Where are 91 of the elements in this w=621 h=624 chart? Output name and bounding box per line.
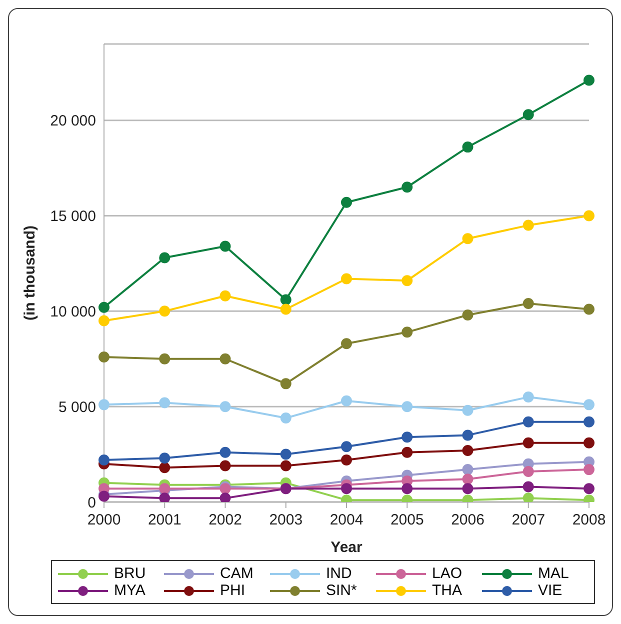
legend-label: PHI (220, 582, 246, 599)
legend-label: BRU (114, 565, 146, 582)
point (220, 353, 231, 364)
legend-label: IND (326, 565, 352, 582)
point (462, 233, 474, 244)
point (341, 273, 352, 284)
y-tick-label: 0 (88, 494, 96, 512)
point (341, 196, 352, 208)
point (584, 74, 594, 86)
point (220, 446, 231, 458)
point (280, 412, 292, 424)
point (159, 306, 170, 317)
x-tick-label: 2003 (269, 512, 303, 529)
point (220, 401, 231, 412)
legend-label: VIE (538, 582, 562, 599)
point (159, 452, 170, 464)
x-tick-label: 2000 (87, 512, 121, 529)
point (522, 416, 534, 428)
point (402, 446, 413, 458)
x-tick-label: 2004 (330, 512, 364, 529)
legend-label: THA (432, 582, 462, 599)
point (98, 399, 110, 410)
point (220, 290, 231, 302)
x-tick-label: 2006 (451, 512, 484, 529)
legend-label: CAM (220, 565, 254, 582)
y-axis-title: (in thousand) (21, 226, 38, 320)
point (220, 492, 231, 502)
point (280, 460, 292, 472)
point (402, 401, 413, 412)
point (159, 462, 170, 474)
x-tick-label: 2008 (572, 512, 606, 529)
point (522, 492, 534, 502)
x-axis-title: Year (330, 539, 363, 556)
point (402, 432, 413, 443)
point (522, 466, 534, 477)
point (280, 448, 292, 460)
point (584, 304, 594, 315)
point (341, 454, 352, 466)
point (402, 275, 413, 286)
point (462, 309, 474, 320)
point (522, 481, 534, 492)
point (98, 315, 110, 326)
point (280, 304, 292, 315)
point (522, 220, 534, 231)
x-tick-label: 2007 (512, 512, 546, 529)
point (159, 353, 170, 364)
y-tick-label: 5 000 (58, 398, 96, 416)
point (98, 302, 110, 313)
point (159, 397, 170, 408)
point (341, 483, 352, 494)
point (584, 399, 594, 410)
point (280, 378, 292, 390)
point (159, 492, 170, 502)
point (220, 240, 231, 252)
point (220, 460, 231, 472)
point (522, 437, 534, 448)
point (462, 430, 474, 441)
y-tick-label: 10 000 (50, 303, 96, 320)
point (522, 392, 534, 403)
y-tick-label: 15 000 (50, 208, 96, 226)
point (402, 483, 413, 494)
point (341, 441, 352, 452)
point (462, 142, 474, 153)
legend-label: SIN* (326, 582, 357, 599)
point (402, 326, 413, 338)
y-tick-label: 20 000 (50, 112, 96, 130)
point (462, 404, 474, 416)
point (462, 483, 474, 494)
point (584, 210, 594, 222)
point (402, 182, 413, 193)
point (462, 464, 474, 476)
x-tick-label: 2002 (208, 512, 242, 529)
point (462, 444, 474, 456)
x-tick-label: 2005 (390, 512, 424, 529)
point (462, 474, 474, 485)
x-tick-label: 2001 (148, 512, 182, 529)
point (584, 464, 594, 476)
point (280, 294, 292, 306)
point (522, 298, 534, 310)
point (159, 252, 170, 264)
point (98, 454, 110, 466)
point (584, 416, 594, 428)
point (341, 338, 352, 350)
point (584, 483, 594, 494)
point (522, 109, 534, 120)
point (584, 437, 594, 448)
point (98, 351, 110, 362)
legend-label: MYA (114, 582, 146, 599)
point (341, 395, 352, 406)
legend-label: LAO (432, 565, 462, 582)
legend-label: MAL (538, 565, 569, 582)
